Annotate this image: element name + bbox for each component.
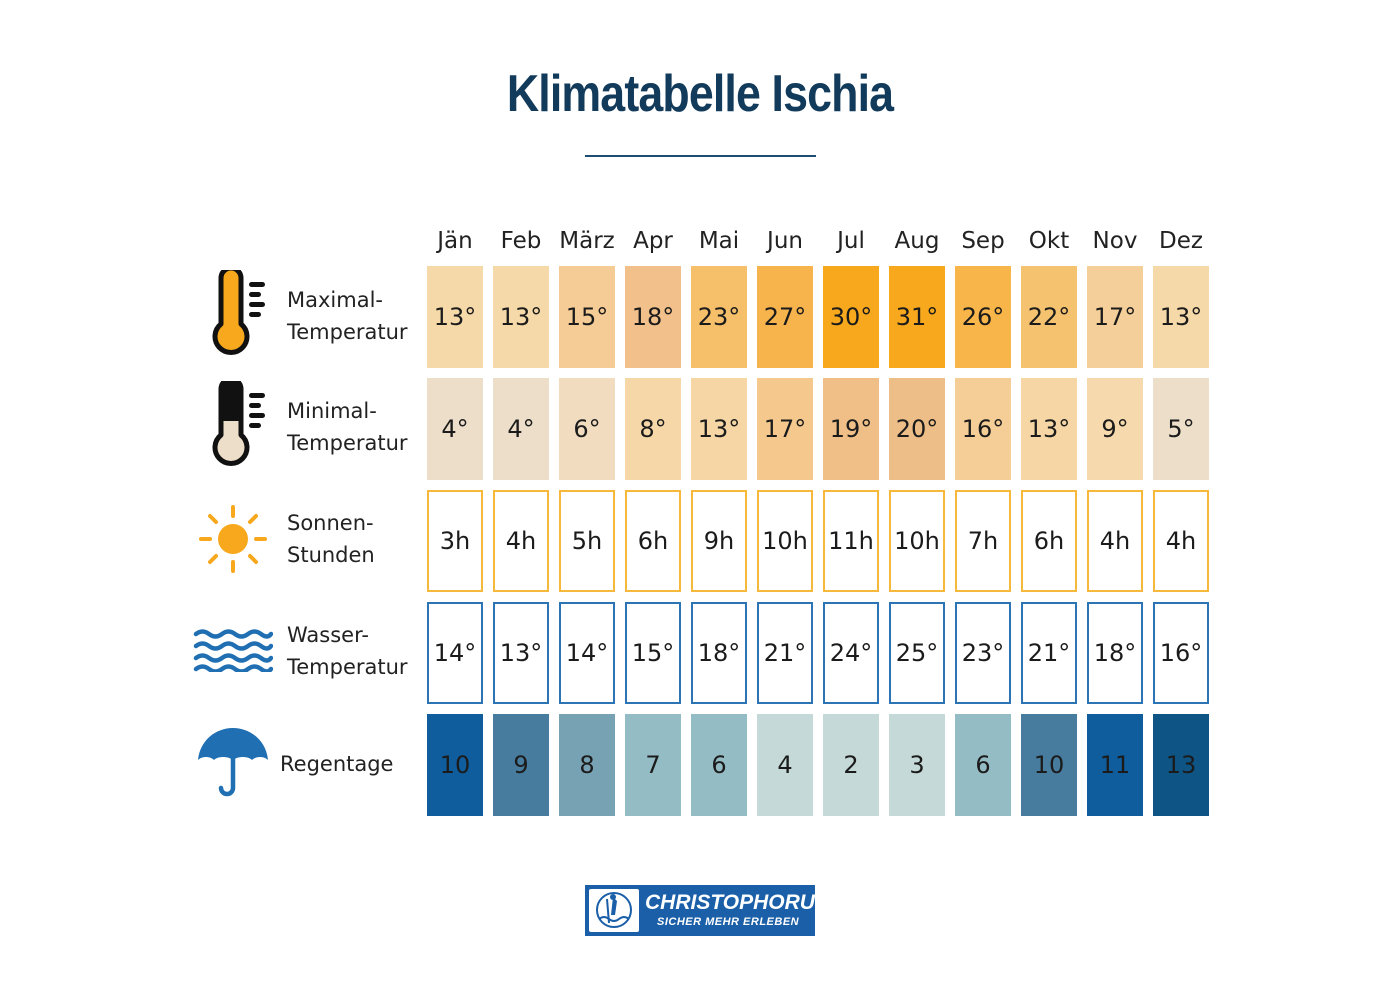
row-label-water-temp: Wasser- Temperatur [287, 619, 408, 683]
waves-icon [193, 629, 273, 672]
row-label-rain-days: Regentage [280, 748, 393, 780]
month-header: Aug [894, 228, 940, 254]
month-header: März [559, 228, 615, 254]
row-label-line: Sonnen- [287, 511, 374, 535]
cell-water-temp-1: 14° [427, 602, 483, 704]
cell-sun-hours-7: 11h [823, 490, 879, 592]
month-header: Feb [500, 228, 542, 254]
month-header: Jun [767, 228, 803, 254]
cell-sun-hours-10: 6h [1021, 490, 1077, 592]
row-label-line: Temperatur [287, 655, 408, 679]
cell-sun-hours-4: 6h [625, 490, 681, 592]
cell-max-temp-6: 27° [757, 266, 813, 368]
logo-emblem-icon [589, 889, 639, 932]
cell-max-temp-12: 13° [1153, 266, 1209, 368]
cell-max-temp-9: 26° [955, 266, 1011, 368]
cell-rain-days-5: 6 [691, 714, 747, 816]
cell-water-temp-2: 13° [493, 602, 549, 704]
row-label-line: Temperatur [287, 320, 408, 344]
month-header: Jän [437, 228, 473, 254]
page-title: Klimatabelle Ischia [506, 65, 894, 123]
cell-sun-hours-9: 7h [955, 490, 1011, 592]
cell-min-temp-2: 4° [493, 378, 549, 480]
title-divider [585, 155, 816, 157]
month-header: Sep [961, 228, 1005, 254]
cell-sun-hours-2: 4h [493, 490, 549, 592]
cell-rain-days-4: 7 [625, 714, 681, 816]
thermometer-high-icon [212, 270, 265, 355]
cell-min-temp-10: 13° [1021, 378, 1077, 480]
cell-min-temp-5: 13° [691, 378, 747, 480]
cell-min-temp-9: 16° [955, 378, 1011, 480]
thermometer-low-icon [212, 381, 265, 466]
month-header: Mai [698, 228, 740, 254]
cell-sun-hours-12: 4h [1153, 490, 1209, 592]
cell-min-temp-3: 6° [559, 378, 615, 480]
row-label-max-temp: Maximal- Temperatur [287, 284, 408, 348]
cell-water-temp-12: 16° [1153, 602, 1209, 704]
row-label-line: Wasser- [287, 623, 369, 647]
umbrella-icon [198, 728, 268, 797]
cell-rain-days-11: 11 [1087, 714, 1143, 816]
cell-min-temp-7: 19° [823, 378, 879, 480]
month-header: Nov [1092, 228, 1138, 254]
cell-rain-days-1: 10 [427, 714, 483, 816]
cell-rain-days-9: 6 [955, 714, 1011, 816]
cell-water-temp-4: 15° [625, 602, 681, 704]
cell-max-temp-1: 13° [427, 266, 483, 368]
month-header: Apr [633, 228, 673, 254]
row-label-line: Regentage [280, 752, 394, 776]
cell-rain-days-7: 2 [823, 714, 879, 816]
cell-max-temp-3: 15° [559, 266, 615, 368]
row-label-line: Stunden [287, 543, 375, 567]
cell-min-temp-12: 5° [1153, 378, 1209, 480]
cell-rain-days-8: 3 [889, 714, 945, 816]
row-label-min-temp: Minimal- Temperatur [287, 395, 408, 459]
cell-min-temp-8: 20° [889, 378, 945, 480]
christophorus-logo: CHRISTOPHORUS SICHER MEHR ERLEBEN [585, 885, 829, 936]
row-label-line: Maximal- [287, 288, 383, 312]
row-label-line: Temperatur [287, 431, 408, 455]
cell-water-temp-7: 24° [823, 602, 879, 704]
cell-max-temp-2: 13° [493, 266, 549, 368]
logo-slogan: SICHER MEHR ERLEBEN [657, 916, 800, 928]
cell-water-temp-9: 23° [955, 602, 1011, 704]
cell-sun-hours-6: 10h [757, 490, 813, 592]
cell-water-temp-5: 18° [691, 602, 747, 704]
cell-max-temp-11: 17° [1087, 266, 1143, 368]
cell-rain-days-2: 9 [493, 714, 549, 816]
cell-max-temp-10: 22° [1021, 266, 1077, 368]
cell-min-temp-1: 4° [427, 378, 483, 480]
cell-max-temp-7: 30° [823, 266, 879, 368]
cell-max-temp-5: 23° [691, 266, 747, 368]
cell-min-temp-6: 17° [757, 378, 813, 480]
month-header: Dez [1159, 228, 1203, 254]
cell-min-temp-11: 9° [1087, 378, 1143, 480]
cell-water-temp-11: 18° [1087, 602, 1143, 704]
cell-water-temp-6: 21° [757, 602, 813, 704]
row-label-line: Minimal- [287, 399, 377, 423]
cell-water-temp-8: 25° [889, 602, 945, 704]
cell-rain-days-10: 10 [1021, 714, 1077, 816]
row-label-sun-hours: Sonnen- Stunden [287, 507, 375, 571]
cell-rain-days-3: 8 [559, 714, 615, 816]
cell-sun-hours-11: 4h [1087, 490, 1143, 592]
month-header: Jul [837, 228, 865, 254]
logo-name: CHRISTOPHORUS [645, 891, 829, 914]
sun-icon [199, 505, 267, 573]
cell-water-temp-10: 21° [1021, 602, 1077, 704]
cell-max-temp-4: 18° [625, 266, 681, 368]
cell-sun-hours-1: 3h [427, 490, 483, 592]
month-header: Okt [1028, 228, 1070, 254]
cell-min-temp-4: 8° [625, 378, 681, 480]
cell-water-temp-3: 14° [559, 602, 615, 704]
cell-sun-hours-5: 9h [691, 490, 747, 592]
cell-max-temp-8: 31° [889, 266, 945, 368]
cell-rain-days-6: 4 [757, 714, 813, 816]
cell-sun-hours-8: 10h [889, 490, 945, 592]
cell-sun-hours-3: 5h [559, 490, 615, 592]
cell-rain-days-12: 13 [1153, 714, 1209, 816]
